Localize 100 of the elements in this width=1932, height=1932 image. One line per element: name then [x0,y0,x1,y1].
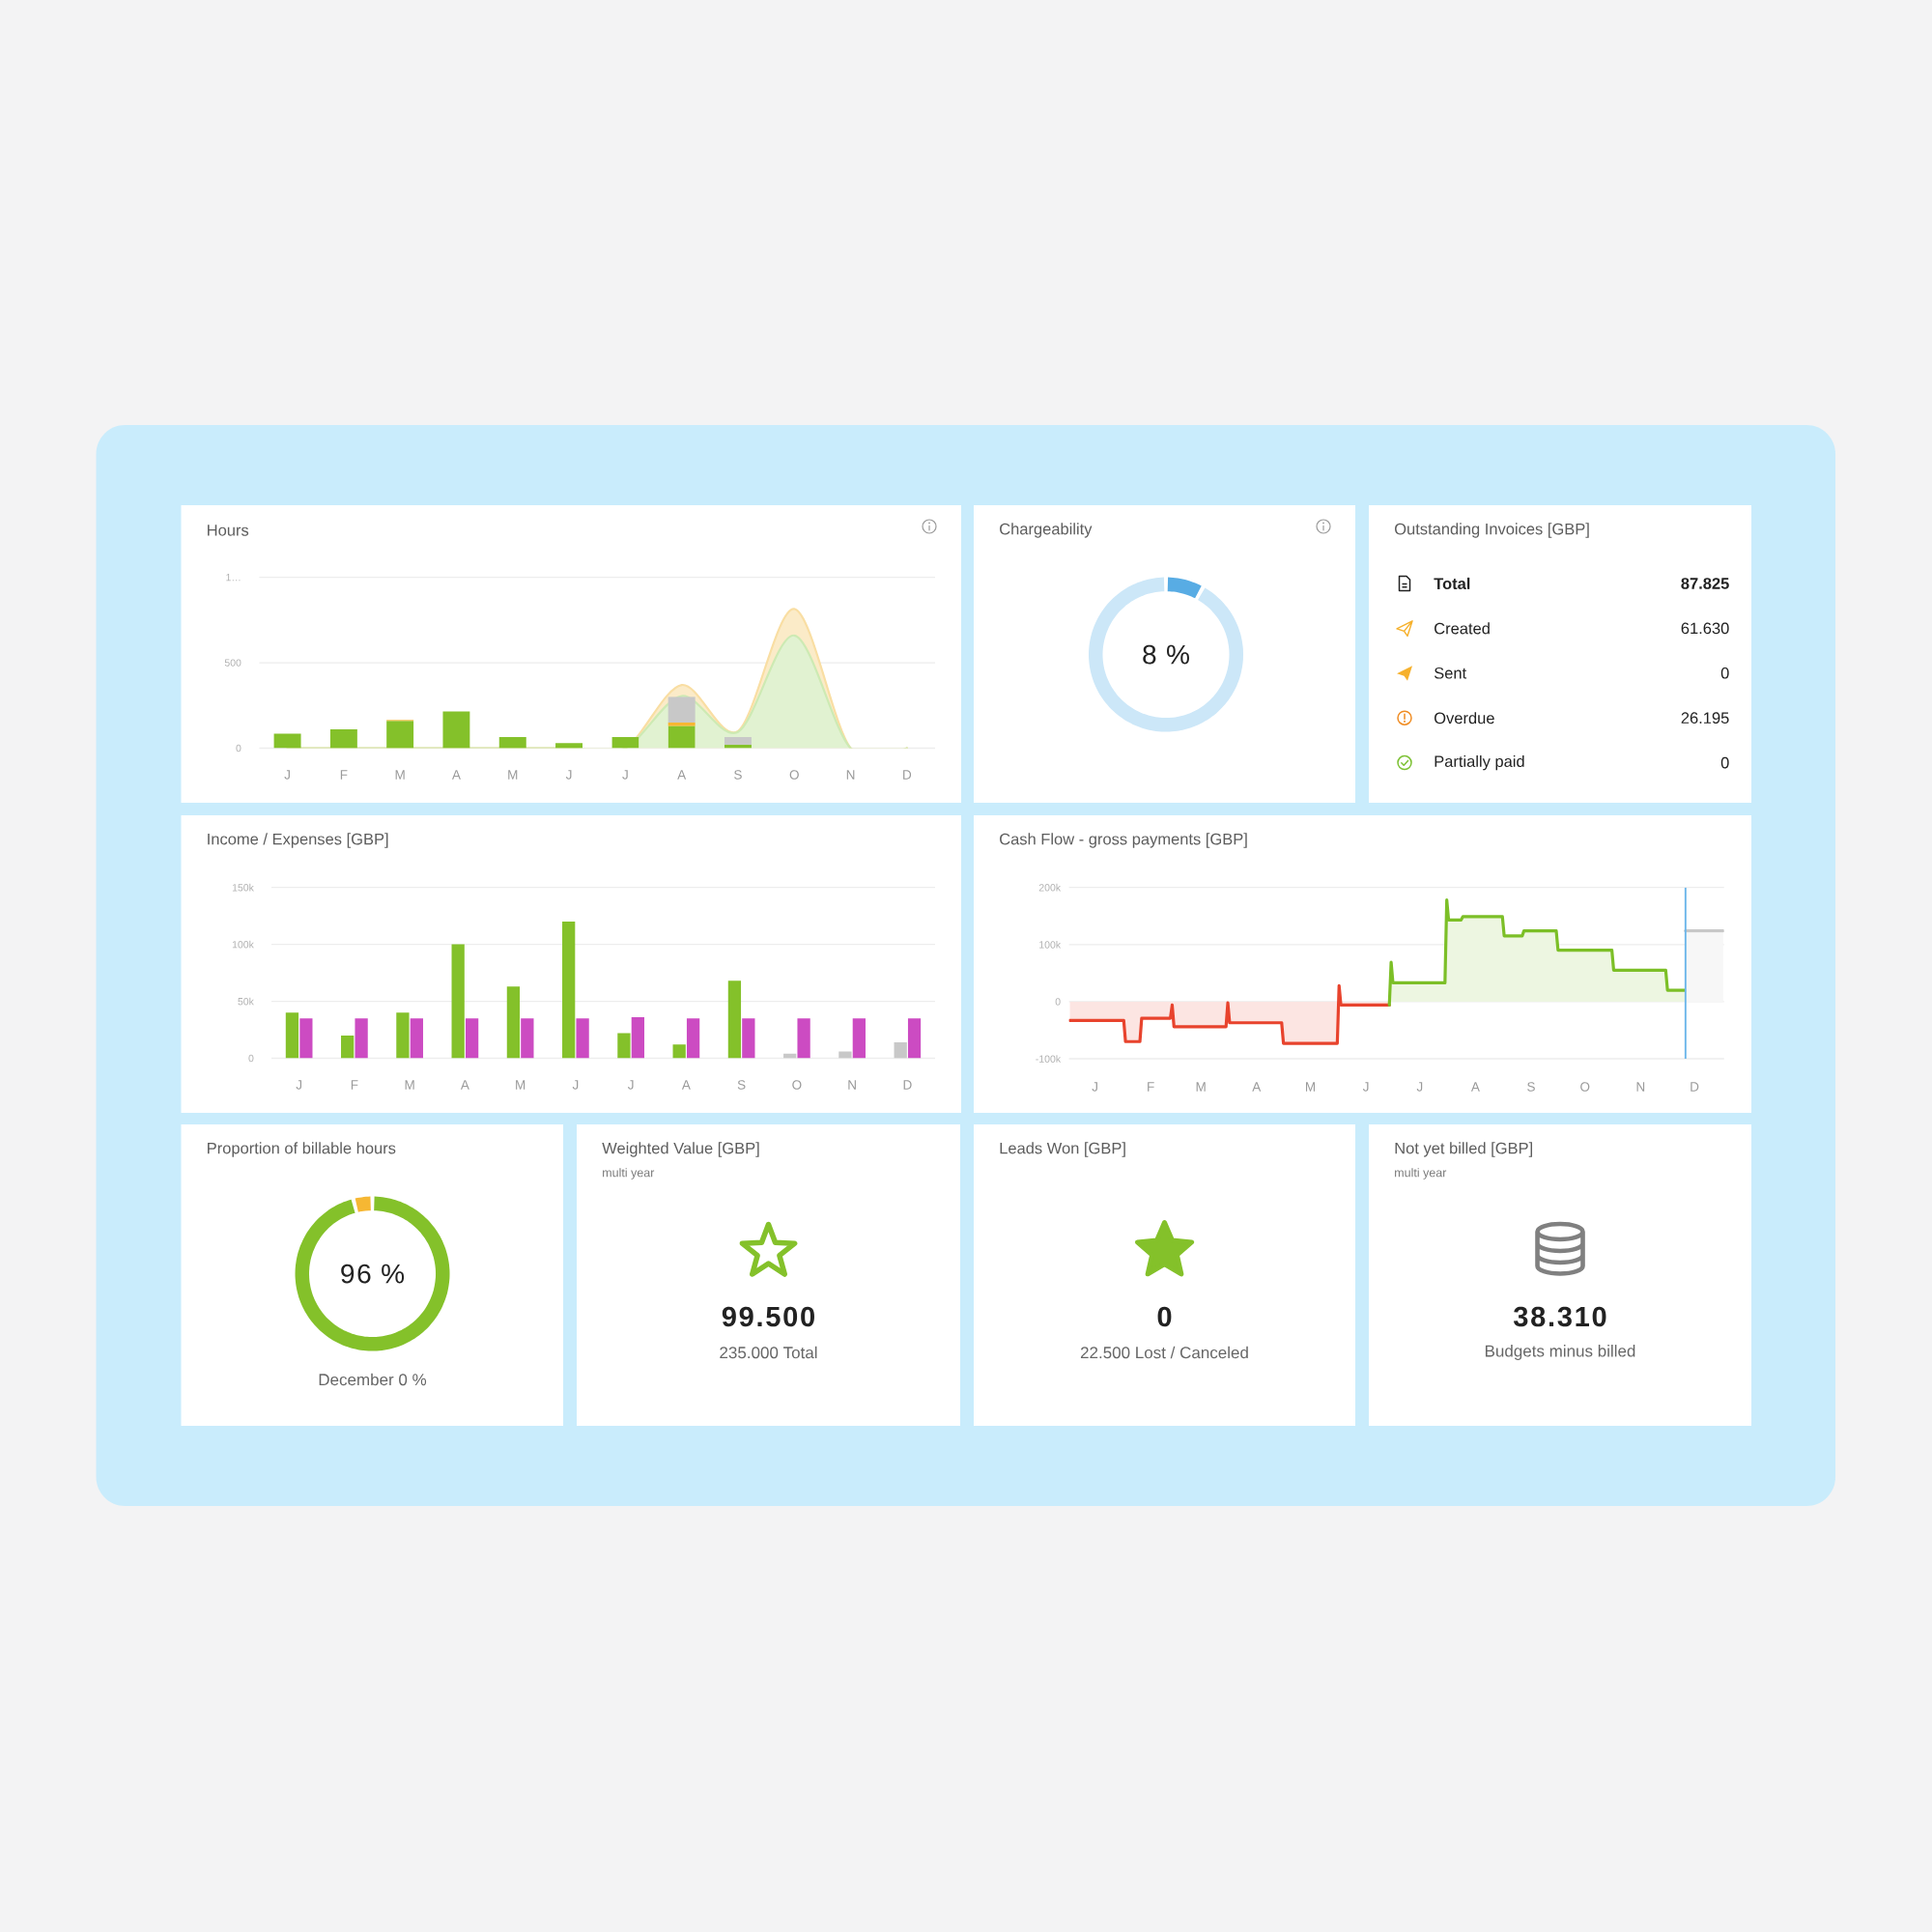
bar [668,725,696,749]
x-tick-label: N [848,1080,856,1090]
bar [727,980,742,1059]
x-tick-label: A [460,1080,469,1090]
y-tick-label: 500 [224,659,242,667]
bar [617,1033,631,1059]
chart-title: Hours [208,525,249,536]
bar [465,1018,479,1059]
chart-title: Proportion of billable hours [208,1142,396,1157]
bar [386,721,414,749]
text: 38.310 [1513,1306,1606,1327]
y-tick-label: 1… [226,574,241,582]
bar [686,1018,700,1059]
x-tick-label: A [681,1080,691,1090]
text: Overdue [1435,712,1494,724]
text: Leads Won [GBP] [1000,1142,1125,1157]
x-tick-label: F [1148,1082,1154,1092]
x-tick-label: J [296,1080,302,1090]
bar [724,736,752,745]
bar [498,736,526,749]
bar [797,1018,810,1059]
text: Not yet billed [GBP] [1395,1142,1532,1157]
chart-title: Income / Expenses [GBP] [208,833,388,848]
x-tick-label: J [1362,1082,1369,1092]
bar [672,1044,686,1059]
text: December 0 % [319,1373,427,1386]
bar [285,1012,299,1059]
text: 8 % [1143,644,1189,665]
bar [506,986,521,1059]
x-tick-label: S [734,770,742,780]
y-tick-label: 0 [1055,998,1061,1006]
bar [907,1018,922,1059]
x-tick-label: M [405,1080,414,1090]
x-tick-label: J [565,770,572,780]
x-tick-label: F [351,1080,358,1090]
text: 96 % [341,1264,405,1284]
x-tick-label: D [1690,1082,1699,1092]
text: 22.500 Lost / Canceled [1080,1346,1248,1359]
bar [576,1018,589,1059]
bar [299,1018,313,1059]
x-tick-label: M [1196,1082,1206,1092]
text: Created [1435,622,1490,635]
bar [555,743,583,749]
text: Budgets minus billed [1485,1345,1635,1360]
y-tick-label: 100k [1039,940,1062,949]
x-tick-label: M [516,1080,526,1090]
x-tick-label: N [1636,1082,1645,1092]
text: 26.195 [1681,712,1729,724]
bar [894,1041,907,1059]
text: Outstanding Invoices [GBP] [1395,523,1589,538]
y-tick-label: 0 [248,1054,254,1063]
x-tick-label: J [622,770,628,780]
text: Partially paid [1435,754,1524,771]
x-tick-label: F [340,770,348,780]
x-tick-label: O [1580,1082,1590,1092]
text: 235.000 Total [720,1346,817,1359]
x-tick-label: O [789,770,799,780]
x-tick-label: J [284,770,290,780]
bar [410,1018,423,1059]
chart-title: Cash Flow - gross payments [GBP] [1000,833,1247,848]
x-tick-label: J [1416,1082,1423,1092]
bar [341,1035,355,1059]
bar [273,733,301,749]
bar [611,736,639,749]
text: 0 [1157,1306,1172,1327]
x-tick-label: M [1305,1082,1316,1092]
text: multi year [603,1168,655,1179]
text: 0 [1720,667,1729,679]
x-tick-label: M [395,770,405,780]
x-tick-label: A [1470,1082,1480,1092]
text: 87.825 [1681,578,1729,589]
bar [742,1018,755,1059]
y-tick-label: 50k [238,997,254,1006]
bar [451,944,465,1059]
text: Weighted Value [GBP] [602,1142,759,1157]
text: 0 [1720,756,1729,769]
text: 61.630 [1681,622,1729,635]
y-tick-label: 200k [1038,883,1062,892]
bar [668,696,696,723]
text: Sent [1434,667,1467,679]
x-tick-label: A [1252,1082,1262,1092]
bar [852,1018,866,1059]
x-tick-label: S [1527,1082,1535,1092]
x-tick-label: J [1092,1082,1097,1092]
x-tick-label: A [677,770,687,780]
x-tick-label: J [572,1080,579,1090]
chart-title: Chargeability [1000,523,1093,538]
x-tick-label: D [903,1080,912,1090]
y-tick-label: -100k [1036,1055,1062,1063]
y-tick-label: 100k [232,940,254,949]
bar [562,922,576,1059]
x-tick-label: M [508,770,518,780]
x-tick-label: A [451,770,461,780]
x-tick-label: J [627,1080,634,1090]
x-tick-label: O [792,1080,802,1090]
bar [355,1018,368,1059]
bar [442,711,470,749]
bar [631,1017,644,1059]
text: 99.500 [722,1306,814,1327]
bar [329,729,357,749]
